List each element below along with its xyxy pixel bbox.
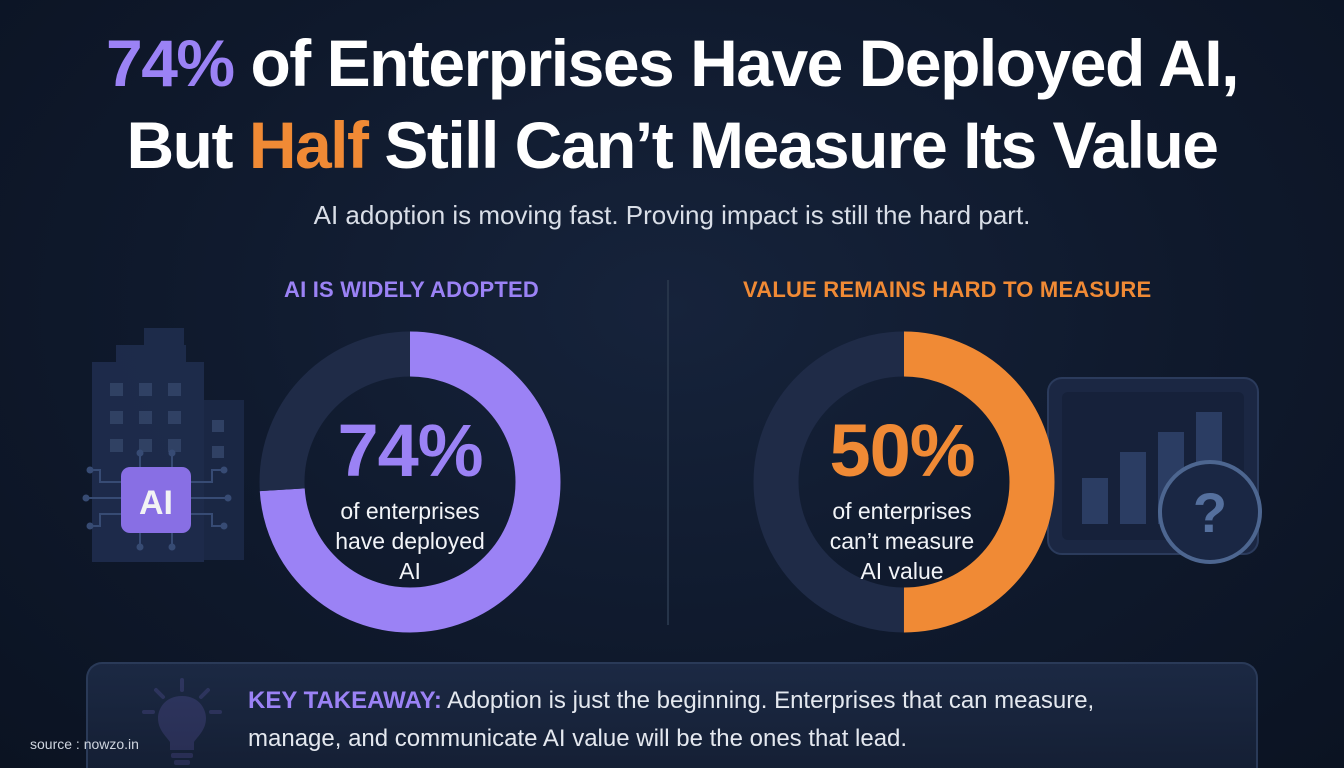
measurement-slice-remaining: [753, 331, 1055, 633]
left-donut-center: 74% of enterprises have deployed AI: [290, 414, 530, 586]
left-section-heading: AI IS WIDELY ADOPTED: [284, 277, 540, 302]
key-takeaway-body: Adoption is just the beginning. Enterpri…: [248, 687, 1095, 752]
key-takeaway-text: KEY TAKEAWAY: Adoption is just the begin…: [248, 682, 1148, 758]
headline-line-2: But Half Still Can’t Measure Its Value: [0, 112, 1344, 178]
headline-line-1-text: of Enterprises Have Deployed AI,: [233, 26, 1239, 100]
left-donut-description: of enterprises have deployed AI: [290, 496, 530, 586]
source-credit: source : nowzo.in: [30, 736, 139, 752]
right-desc-line-3: AI value: [860, 558, 944, 584]
adoption-slice-remaining: [259, 331, 561, 633]
left-desc-line-1: of enterprises: [340, 498, 480, 524]
left-desc-line-2: have deployed: [335, 528, 485, 554]
left-desc-line-3: AI: [399, 558, 421, 584]
headline-line-2-text: Still Can’t Measure Its Value: [367, 108, 1219, 182]
center-divider: [667, 280, 669, 625]
left-donut-value: 74%: [337, 409, 483, 492]
measurement-donut-chart: [753, 331, 1055, 633]
question-mark: ?: [1193, 481, 1227, 544]
right-desc-line-2: can’t measure: [829, 528, 975, 554]
right-donut-value: 50%: [829, 409, 975, 492]
right-donut-center: 50% of enterprises can’t measure AI valu…: [782, 414, 1022, 586]
ai-chip-label: AI: [139, 484, 173, 522]
headline-line-1: 74% of Enterprises Have Deployed AI,: [0, 30, 1344, 96]
headline-highlight-half: Half: [248, 108, 369, 182]
chart-question-icon: ?: [1047, 377, 1262, 564]
key-takeaway-label: KEY TAKEAWAY:: [248, 687, 442, 714]
right-donut-description: of enterprises can’t measure AI value: [782, 496, 1022, 586]
building-ai-chip-icon: AI: [82, 328, 244, 562]
subtitle: AI adoption is moving fast. Proving impa…: [313, 200, 1031, 230]
headline-line-2-pre: But: [126, 108, 249, 182]
right-desc-line-1: of enterprises: [832, 498, 972, 524]
key-takeaway-box: [86, 662, 1258, 768]
adoption-donut-chart: [259, 331, 561, 633]
headline-highlight-percent: 74%: [106, 26, 235, 100]
right-section-heading: VALUE REMAINS HARD TO MEASURE: [743, 277, 1152, 302]
